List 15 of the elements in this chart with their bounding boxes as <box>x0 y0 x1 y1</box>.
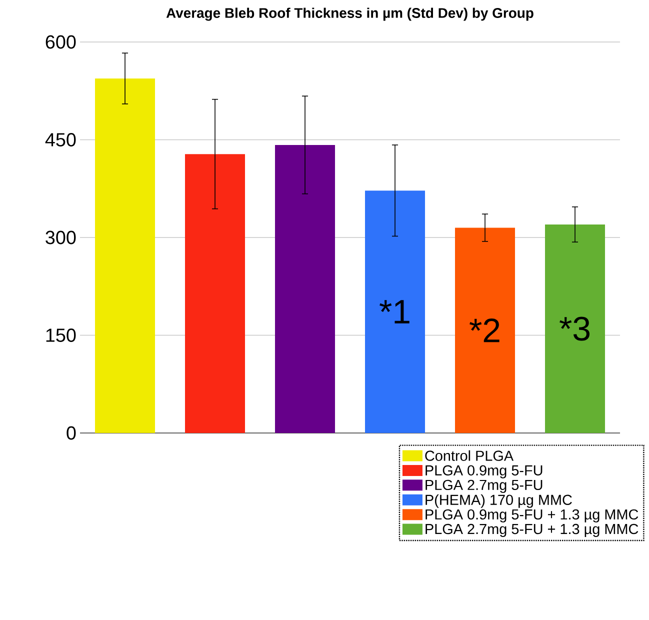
legend-label: P(HEMA) 170 µg MMC <box>426 494 572 508</box>
y-tick-label: 300 <box>46 230 76 244</box>
chart-title: Average Bleb Roof Thickness in µm (Std Dev) by Group <box>166 8 534 21</box>
legend-label: PLGA 0.9mg 5-FU + 1.3 µg MMC <box>426 509 638 522</box>
y-tick-label: 600 <box>46 35 76 49</box>
legend-label: PLGA 2.7mg 5-FU + 1.3 µg MMC <box>426 524 638 537</box>
y-tick-label: 0 <box>66 426 76 440</box>
annotation: *3 <box>560 316 590 341</box>
y-tick-label: 450 <box>45 133 76 146</box>
legend-label: Control PLGA <box>425 450 514 461</box>
legend-label: PLGA 0.9mg 5-FU <box>426 465 542 478</box>
legend-label: PLGA 2.7mg 5-FU <box>426 480 542 493</box>
annotation: *1 <box>380 300 410 324</box>
annotation: *2 <box>470 318 500 342</box>
y-tick-label: 150 <box>46 328 76 342</box>
